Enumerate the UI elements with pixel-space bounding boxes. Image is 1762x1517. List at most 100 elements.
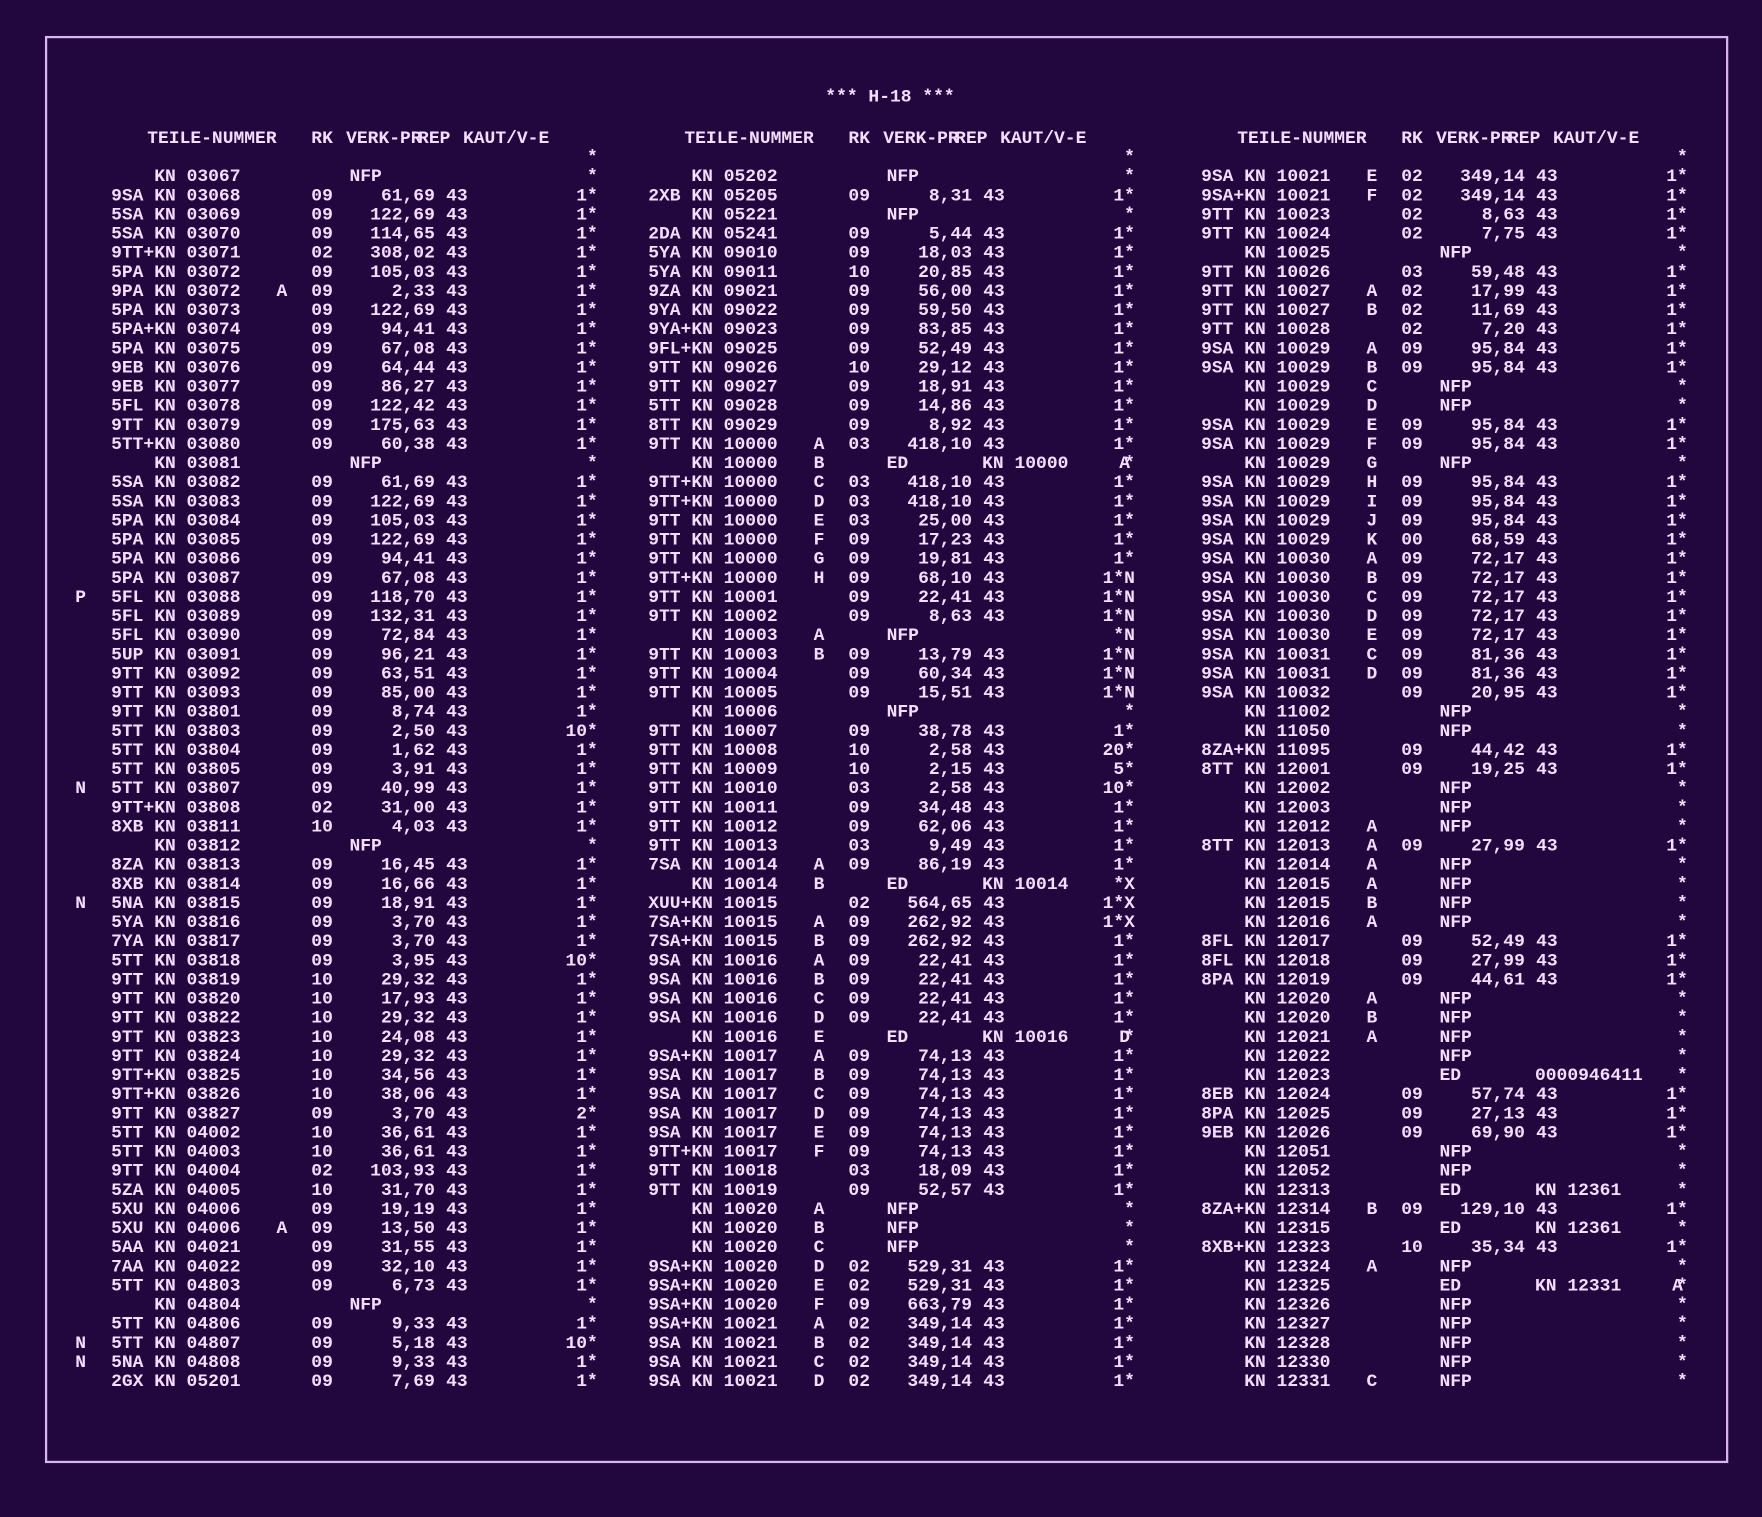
part-number: 9TT KN 09027 (648, 378, 777, 398)
rep-code: 43 (446, 990, 468, 1010)
part-number: 8ZA KN 03813 (111, 856, 240, 876)
variant: C (814, 473, 825, 493)
sales-price: 2,33 (392, 282, 435, 302)
rep-code: 43 (983, 1104, 1005, 1124)
quantity: * (1677, 894, 1688, 914)
quantity: 5* (1113, 760, 1135, 780)
quantity: 1* (576, 569, 598, 589)
quantity: 2* (576, 1104, 598, 1124)
quantity: 1* (1113, 856, 1135, 876)
part-number: 8FL KN 12017 (1201, 932, 1330, 952)
rep-code: 43 (1536, 741, 1558, 761)
part-number: 9TT+KN 10017 (648, 1143, 777, 1163)
price-class: 09 (848, 225, 870, 245)
status-note: NFP (1439, 798, 1472, 818)
rep-code: 43 (446, 378, 468, 398)
part-number: 9SA+KN 10020 (648, 1296, 777, 1316)
part-number: 8TT KN 12001 (1201, 760, 1331, 780)
price-class: 09 (848, 607, 870, 627)
rep-code: 43 (983, 339, 1005, 359)
price-class: 09 (848, 1123, 870, 1143)
quantity: 1* (576, 817, 598, 837)
rep-code: 43 (983, 531, 1005, 551)
price-class: 09 (311, 741, 333, 761)
quantity: * (1124, 454, 1135, 474)
part-number: KN 11050 (1244, 722, 1330, 742)
rep-code: 43 (1536, 607, 1558, 627)
quantity: 1* (1113, 1104, 1135, 1124)
sales-price: 3,70 (392, 932, 435, 952)
price-class: 09 (311, 569, 333, 589)
variant: C (1366, 378, 1377, 398)
sales-price: 7,20 (1482, 320, 1525, 340)
quantity: 1* (576, 1219, 598, 1239)
sales-price: 74,13 (918, 1047, 972, 1067)
quantity: 1* (1113, 1315, 1135, 1335)
quantity: 1* (576, 856, 598, 876)
price-class: 09 (848, 1085, 870, 1105)
price-class: 09 (311, 263, 333, 283)
part-number: 5TT+KN 03080 (111, 435, 240, 455)
sales-price: 103,93 (370, 1162, 435, 1182)
part-number: KN 12324 (1244, 1257, 1330, 1277)
part-number: KN 10006 (691, 703, 777, 723)
sales-price: 6,73 (392, 1276, 435, 1296)
quantity: 1* (576, 779, 598, 799)
price-class: 09 (1401, 970, 1423, 990)
sales-price: 81,36 (1471, 645, 1525, 665)
part-number: 7SA KN 10014 (648, 856, 778, 876)
rep-code: 43 (446, 798, 468, 818)
quantity: 1* (576, 1372, 598, 1392)
status-note: NFP (887, 1219, 920, 1239)
part-number: 9TT+KN 03825 (111, 1066, 240, 1086)
sales-price: 29,32 (381, 1009, 435, 1029)
rep-code: 43 (446, 1162, 468, 1182)
sales-price: 22,41 (918, 990, 972, 1010)
quantity: 1* (576, 1315, 598, 1335)
sales-price: 22,41 (918, 970, 972, 990)
rep-code: 43 (1536, 473, 1558, 493)
rep-code: 43 (446, 1334, 468, 1354)
rep-code: 43 (983, 664, 1005, 684)
rep-code: 43 (1536, 932, 1558, 952)
sales-price: 20,95 (1471, 684, 1525, 704)
status-note: NFP (1439, 913, 1472, 933)
price-class: 09 (848, 1066, 870, 1086)
price-class: 09 (848, 301, 870, 321)
status-flag: P (75, 588, 86, 608)
rep-code: 43 (983, 435, 1005, 455)
quantity: 1*N (1103, 588, 1135, 608)
sales-price: 349,14 (1460, 186, 1525, 206)
quantity: 1* (576, 1066, 598, 1086)
variant: C (814, 1353, 825, 1373)
column-header: REP (1508, 129, 1541, 149)
quantity: 1*X (1103, 913, 1136, 933)
sales-price: 8,63 (1482, 205, 1525, 225)
column-header: KAUT/V-E (463, 129, 549, 149)
part-number: KN 05221 (691, 205, 777, 225)
rep-code: 43 (446, 932, 468, 952)
price-class: 09 (1401, 1104, 1423, 1124)
reference: KN 10016 (982, 1028, 1068, 1048)
sales-price: 74,13 (918, 1066, 972, 1086)
variant: F (814, 531, 825, 551)
quantity: 1* (1666, 588, 1688, 608)
variant: F (1366, 435, 1377, 455)
quantity: * (1677, 722, 1688, 742)
part-number: KN 10000 (691, 454, 777, 474)
sales-price: 52,49 (918, 339, 972, 359)
part-number: KN 10029 (1244, 378, 1330, 398)
quantity: 1* (576, 932, 598, 952)
price-class: 09 (311, 875, 333, 895)
status-note: NFP (1439, 454, 1472, 474)
sales-price: 7,69 (392, 1372, 435, 1392)
sales-price: 22,41 (918, 951, 972, 971)
part-number: 9SA KN 10016 (648, 990, 777, 1010)
part-number: KN 12051 (1244, 1143, 1330, 1163)
price-class: 09 (311, 1353, 333, 1373)
sales-price: 18,91 (381, 894, 435, 914)
sales-price: 5,18 (392, 1334, 435, 1354)
sales-price: 44,42 (1471, 741, 1525, 761)
sales-price: 72,17 (1471, 588, 1525, 608)
rep-code: 43 (1536, 225, 1558, 245)
